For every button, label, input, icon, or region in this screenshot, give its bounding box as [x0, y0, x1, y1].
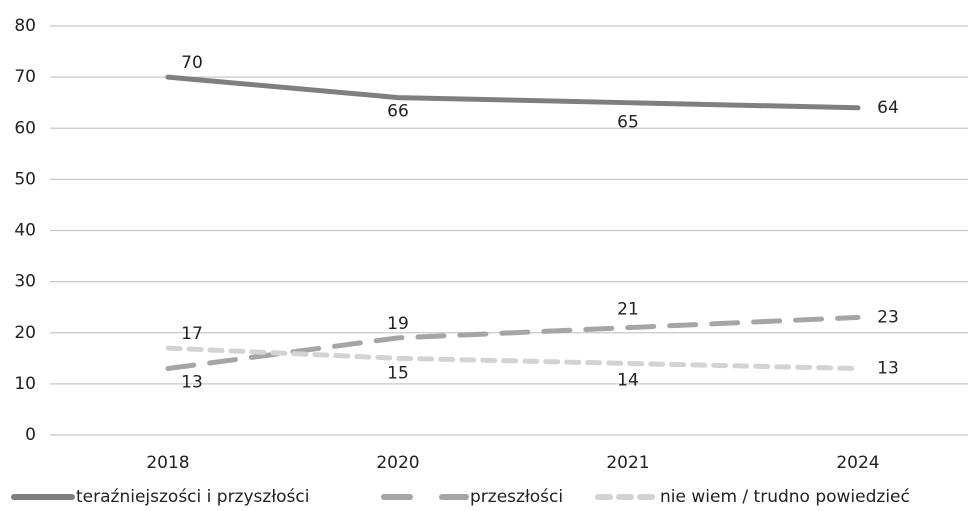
y-tick-label: 40 — [14, 221, 36, 241]
y-tick-label: 80 — [14, 16, 36, 36]
data-label: 19 — [387, 314, 409, 334]
data-label: 65 — [617, 113, 639, 133]
series-line — [165, 314, 861, 372]
data-label: 13 — [877, 359, 899, 379]
y-tick-label: 10 — [14, 374, 36, 394]
y-tick-label: 30 — [14, 272, 36, 292]
data-label: 15 — [387, 363, 409, 383]
legend-label: teraźniejszości i przyszłości — [76, 487, 309, 507]
data-label: 21 — [617, 300, 639, 320]
data-label: 23 — [877, 307, 899, 327]
x-tick-label: 2020 — [376, 453, 419, 473]
data-label: 66 — [387, 102, 409, 122]
data-label: 64 — [877, 98, 899, 118]
y-tick-label: 60 — [14, 118, 36, 138]
data-label: 70 — [181, 53, 203, 73]
y-tick-label: 0 — [25, 425, 36, 445]
y-tick-label: 50 — [14, 169, 36, 189]
y-tick-label: 20 — [14, 323, 36, 343]
legend-label: nie wiem / trudno powiedzieć — [660, 487, 910, 507]
data-label: 17 — [181, 324, 203, 344]
x-tick-label: 2021 — [606, 453, 649, 473]
series-line — [165, 345, 861, 372]
legend-label: przeszłości — [470, 487, 563, 507]
series-line — [165, 74, 861, 111]
data-label: 13 — [181, 373, 203, 393]
data-label: 14 — [617, 370, 639, 390]
x-tick-label: 2024 — [836, 453, 879, 473]
y-tick-label: 70 — [14, 67, 36, 87]
x-tick-label: 2018 — [146, 453, 189, 473]
